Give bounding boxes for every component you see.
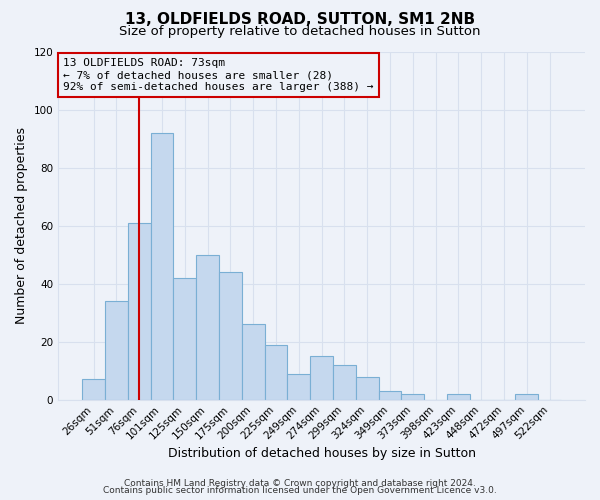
Bar: [401, 394, 424, 400]
Bar: [447, 394, 470, 400]
Bar: [242, 324, 265, 400]
Bar: [219, 272, 242, 400]
Y-axis label: Number of detached properties: Number of detached properties: [15, 127, 28, 324]
Bar: [151, 133, 173, 400]
Bar: [105, 301, 128, 400]
Bar: [82, 380, 105, 400]
Text: 13, OLDFIELDS ROAD, SUTTON, SM1 2NB: 13, OLDFIELDS ROAD, SUTTON, SM1 2NB: [125, 12, 475, 28]
Bar: [128, 222, 151, 400]
Text: Contains HM Land Registry data © Crown copyright and database right 2024.: Contains HM Land Registry data © Crown c…: [124, 478, 476, 488]
Bar: [379, 391, 401, 400]
Bar: [515, 394, 538, 400]
Bar: [265, 344, 287, 400]
Text: Contains public sector information licensed under the Open Government Licence v3: Contains public sector information licen…: [103, 486, 497, 495]
Bar: [356, 376, 379, 400]
Bar: [287, 374, 310, 400]
Bar: [333, 365, 356, 400]
Bar: [196, 254, 219, 400]
Text: 13 OLDFIELDS ROAD: 73sqm
← 7% of detached houses are smaller (28)
92% of semi-de: 13 OLDFIELDS ROAD: 73sqm ← 7% of detache…: [64, 58, 374, 92]
Bar: [310, 356, 333, 400]
X-axis label: Distribution of detached houses by size in Sutton: Distribution of detached houses by size …: [167, 447, 476, 460]
Text: Size of property relative to detached houses in Sutton: Size of property relative to detached ho…: [119, 25, 481, 38]
Bar: [173, 278, 196, 400]
